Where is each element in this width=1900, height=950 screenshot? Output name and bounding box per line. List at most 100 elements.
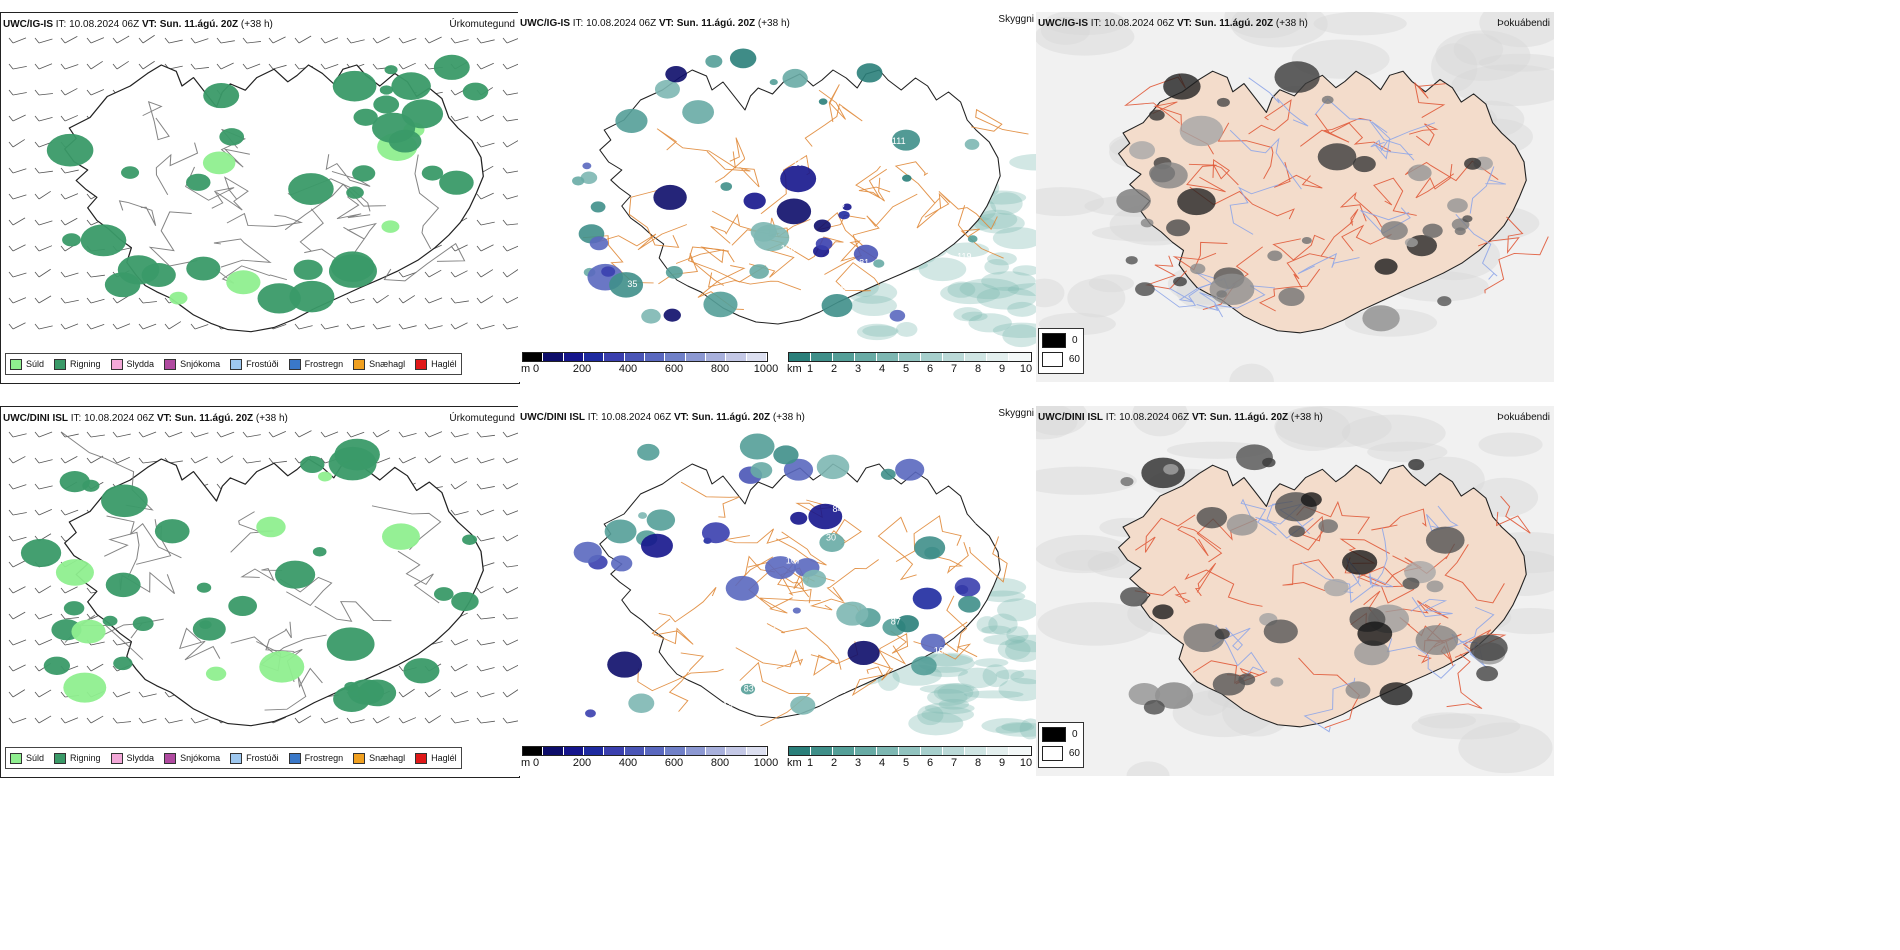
legend-label: 0	[1072, 335, 1078, 346]
cloud-base-unit: m	[521, 363, 531, 375]
valid-time-label: VT:	[658, 18, 674, 29]
precip-panel: Súld Rigning Slydda Snjókoma Frostúði Frostre…	[0, 406, 520, 778]
legend-swatch	[10, 752, 22, 764]
legend-swatch	[353, 752, 366, 764]
colorbar-tick: 1	[806, 757, 814, 769]
colorbar-step	[523, 747, 544, 755]
legend-swatch	[10, 358, 22, 370]
legend-swatch	[1042, 333, 1066, 348]
legend-label: Slydda	[126, 753, 155, 763]
colorbar-step	[665, 353, 686, 361]
init-time-label: IT:	[55, 19, 67, 30]
colorbar-step	[746, 353, 767, 361]
colorbar-step	[726, 747, 747, 755]
cloud-base-value-label: 82	[644, 145, 654, 155]
colorbar-step	[811, 353, 833, 361]
colorbar-step	[877, 353, 899, 361]
legend-swatch	[230, 752, 243, 764]
colorbar-step	[624, 353, 645, 361]
legend-label: Rigning	[70, 753, 101, 763]
colorbar-tick: 600	[664, 363, 684, 375]
colorbar-tick: 0	[532, 757, 540, 769]
colorbar-tick: 9	[998, 757, 1006, 769]
init-time: 10.08.2024 06Z	[601, 412, 672, 423]
precip-map	[8, 34, 519, 333]
model-name: UWC/DINI ISL	[1038, 412, 1103, 423]
panel-header: UWC/DINI ISL IT: 10.08.2024 06Z VT: Sun.…	[520, 412, 805, 423]
colorbar-tick: 3	[854, 363, 862, 375]
cloud-base-value-label: 87	[891, 616, 901, 626]
colorbar-tick: 1	[806, 363, 814, 375]
colorbar-tick: 600	[664, 757, 684, 769]
cloud-base-value-label: 84	[833, 504, 843, 514]
legend-item: Snjókoma	[164, 752, 220, 764]
visibility-colorbar: 1 2 3 4 5 6 7 8 9 10 km	[787, 746, 1032, 770]
cloud-base-value-label: 214	[718, 700, 733, 710]
colorbar-step	[543, 353, 564, 361]
colorbar-tick: 5	[902, 757, 910, 769]
legend-swatch	[288, 752, 301, 764]
legend-label: 0	[1072, 729, 1078, 740]
fog-legend: 0 60	[1038, 722, 1084, 768]
colorbar-step	[726, 353, 747, 361]
cloud-base-value-label: 56	[771, 620, 781, 630]
legend-swatch	[1042, 746, 1063, 761]
legend-item: Frostúði	[230, 358, 279, 370]
legend-item: Haglél	[415, 752, 457, 764]
colorbar-step	[746, 747, 767, 755]
panel-title: Þokuábendi	[1497, 412, 1550, 423]
panel-header: UWC/IG-IS IT: 10.08.2024 06Z VT: Sun. 11…	[1038, 18, 1308, 29]
colorbar-tick: 800	[710, 363, 730, 375]
legend-item: Súld	[10, 752, 44, 764]
legend-label: Frostregn	[304, 753, 344, 763]
colorbar-tick: 6	[926, 757, 934, 769]
colorbar-step	[877, 747, 899, 755]
valid-time: Sun. 11.ágú. 20Z	[159, 19, 239, 30]
valid-time-label: VT:	[141, 19, 157, 30]
valid-time: Sun. 11.ágú. 20Z	[691, 412, 771, 423]
panel-header: UWC/DINI ISL IT: 10.08.2024 06Z VT: Sun.…	[3, 413, 288, 424]
legend-label: Haglél	[431, 753, 457, 763]
colorbar-tick: 0	[532, 363, 540, 375]
legend-item: 60	[1042, 746, 1080, 761]
colorbar-step	[705, 747, 727, 755]
cloud-base-value-label: 67	[690, 55, 700, 65]
init-time: 10.08.2024 06Z	[69, 19, 140, 30]
lead-time: (+38 h)	[255, 413, 288, 424]
colorbar-step	[685, 353, 706, 361]
cloud-base-value-label: 41	[647, 168, 657, 178]
legend-item: Snæhagl	[353, 752, 405, 764]
valid-time-label: VT:	[1176, 18, 1192, 29]
legend-item: Frostregn	[288, 752, 344, 764]
legend-swatch	[164, 752, 177, 764]
legend-swatch	[353, 358, 366, 370]
legend-swatch	[415, 752, 428, 764]
legend-item: Súld	[10, 358, 45, 370]
cloud-base-value-label: 148	[831, 284, 846, 294]
model-name: UWC/DINI ISL	[520, 412, 585, 423]
cloud-panel: 41 119 37 88 94 58 81 136 82 72 35 67 46 148 111 105 0 20…	[518, 12, 1036, 382]
valid-time: Sun. 11.ágú. 20Z	[174, 413, 254, 424]
model-name: UWC/DINI ISL	[3, 413, 68, 424]
colorbar-tick: 5	[902, 363, 910, 375]
legend-label: Súld	[26, 359, 45, 369]
legend-swatch	[288, 358, 301, 370]
panel-title: Þokuábendi	[1497, 18, 1550, 29]
colorbar-step	[665, 747, 686, 755]
cloud-base-value-label: 7	[686, 664, 691, 674]
colorbar-tick: 10	[1019, 363, 1033, 375]
legend-label: 60	[1068, 748, 1080, 759]
colorbar-step	[965, 353, 987, 361]
legend-label: Frostúði	[246, 359, 279, 369]
init-time-label: IT:	[1105, 412, 1117, 423]
colorbar-step	[583, 353, 605, 361]
legend-label: Slydda	[126, 359, 155, 369]
legend-item: Snæhagl	[353, 358, 405, 370]
visibility-unit: km	[787, 757, 802, 769]
visibility-map: 87 107 102 84 7 54 56 83 33 30 214 167	[573, 433, 1036, 740]
lead-time: (+38 h)	[1275, 18, 1308, 29]
colorbar-step	[987, 353, 1009, 361]
precip-type-legend: Súld Rigning Slydda Snjókoma Frostúði Frostre…	[5, 747, 462, 769]
panel-title: Skyggni	[998, 14, 1034, 25]
colorbar-step	[833, 747, 855, 755]
